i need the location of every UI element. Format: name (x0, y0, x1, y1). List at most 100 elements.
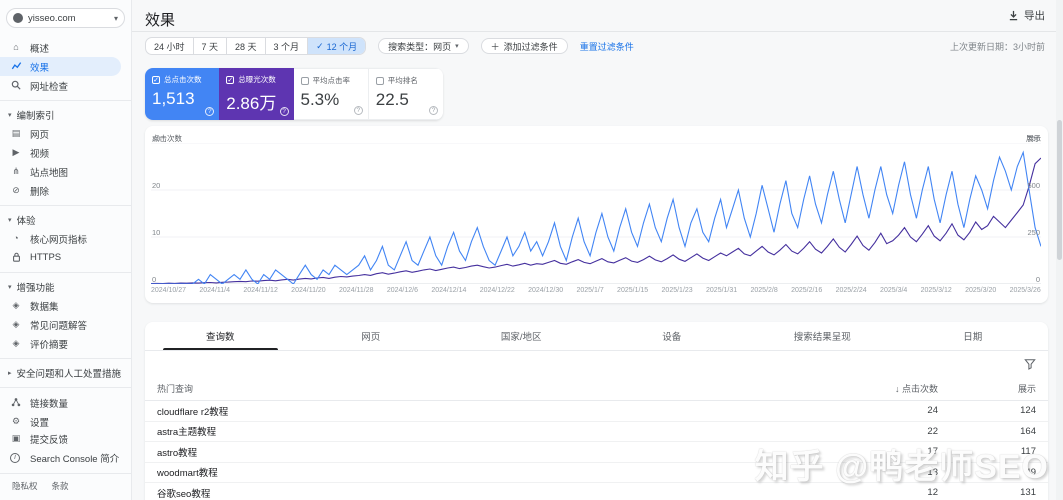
range-24h-chip[interactable]: 24 小时 (146, 38, 194, 54)
impressions-line (151, 157, 1041, 284)
help-icon[interactable]: ? (429, 106, 438, 115)
filter-bar: 24 小时 7 天 28 天 3 个月 ✓ 12 个月 搜索类型：网页 ▾ ＋ … (145, 37, 634, 55)
removal-icon: ⊘ (12, 185, 20, 195)
sidebar-item-settings[interactable]: ⚙ 设置 (11, 416, 50, 429)
sidebar-item-review-snippets[interactable]: ◈ 评价摘要 (0, 334, 131, 353)
dimension-tabs: 查询数 网页 国家/地区 设备 搜索结果呈现 日期 (145, 322, 1048, 351)
range-12m-chip[interactable]: ✓ 12 个月 (308, 38, 366, 54)
table-toolbar (145, 351, 1048, 377)
performance-chart-svg (151, 143, 1041, 284)
left-axis-title: 点击次数 (152, 134, 182, 143)
header-divider (132, 31, 1063, 32)
table-row[interactable]: woodmart教程 13 49 (145, 463, 1048, 483)
table-row[interactable]: astra主题教程 22 164 (145, 422, 1048, 442)
performance-chart-icon (10, 61, 22, 73)
sidebar-item-overview[interactable]: ⌂ 概述 (0, 38, 131, 57)
lock-icon (10, 252, 22, 264)
links-icon (10, 397, 22, 409)
total-clicks-card[interactable]: ✓ 总点击次数 1,513 ? (145, 68, 220, 120)
divider (0, 358, 131, 359)
checkbox-unchecked-icon[interactable] (300, 76, 309, 85)
chevron-down-icon: ▾ (8, 112, 12, 119)
divider (0, 272, 131, 273)
reset-filters-link[interactable]: 重置过滤条件 (579, 41, 634, 52)
checkbox-checked-icon[interactable]: ✓ (152, 75, 160, 84)
help-icon[interactable]: ? (279, 107, 289, 116)
sidebar-section-security-manual-actions[interactable]: ▸ 安全问题和人工处置措施 (8, 369, 122, 380)
sidebar-item-feedback[interactable]: ▣ 提交反馈 (11, 433, 69, 446)
chevron-down-icon: ▾ (113, 13, 118, 23)
scrollbar-thumb[interactable] (1057, 120, 1062, 260)
property-selector[interactable]: yisseo.com ▾ (6, 8, 125, 28)
search-type-chip[interactable]: 搜索类型：网页 ▾ (378, 38, 469, 54)
help-icon[interactable]: ? (353, 106, 363, 115)
export-button[interactable]: 导出 (1008, 8, 1045, 23)
sidebar-item-links[interactable]: 链接数量 (0, 393, 131, 412)
add-filter-chip[interactable]: ＋ 添加过滤条件 (480, 38, 568, 54)
feedback-icon: ▣ (11, 433, 21, 443)
sidebar-item-url-inspection[interactable]: 网址检查 (0, 76, 131, 95)
vertical-scrollbar[interactable] (1056, 0, 1063, 500)
sidebar-section-enhancements[interactable]: ▾ 增强功能 (8, 283, 55, 294)
sidebar-item-about-search-console[interactable]: i Search Console 简介 (0, 448, 131, 467)
zhihu-watermark: 知乎 @鸭老师SEO (754, 448, 1049, 486)
checkbox-checked-icon[interactable]: ✓ (226, 75, 235, 84)
tab-queries[interactable]: 查询数 (145, 322, 296, 350)
sort-desc-icon: ↓ (894, 384, 900, 394)
sidebar: yisseo.com ▾ ⌂ 概述 效果 网址检查 ▾ 编制索引 ▤ 网页 ▶ … (0, 0, 132, 500)
column-header-impressions[interactable]: 展示 (1017, 384, 1036, 394)
sidebar-section-experience[interactable]: ▾ 体验 (8, 216, 36, 227)
tab-pages[interactable]: 网页 (361, 332, 381, 343)
range-28d-chip[interactable]: 28 天 (227, 38, 266, 54)
clicks-line (151, 150, 1041, 284)
sidebar-section-indexing[interactable]: ▾ 编制索引 (8, 111, 55, 122)
site-favicon (13, 13, 23, 23)
table-row[interactable]: 谷歌seo教程 12 131 (145, 483, 1048, 500)
total-impressions-card[interactable]: ✓ 总曝光次数 2.86万 ? (219, 68, 294, 120)
page-icon: ▤ (11, 128, 21, 138)
search-icon (10, 80, 22, 92)
column-header-clicks[interactable]: ↓ 点击次数 (894, 384, 938, 394)
checkbox-unchecked-icon[interactable] (375, 76, 384, 85)
divider (0, 100, 131, 101)
sidebar-item-sitemaps[interactable]: ⋔ 站点地图 (0, 162, 131, 181)
filter-funnel-icon[interactable] (1024, 358, 1036, 370)
dimensions-table-card: 查询数 网页 国家/地区 设备 搜索结果呈现 日期 热门查询 ↓ 点击次数 展示… (145, 322, 1048, 500)
info-icon: i (10, 452, 22, 463)
range-3m-chip[interactable]: 3 个月 (266, 38, 309, 54)
check-icon: ✓ (316, 40, 324, 51)
main-content: 效果 导出 24 小时 7 天 28 天 3 个月 ✓ 12 个月 搜索类型：网… (132, 0, 1063, 500)
sidebar-footer: ▣ 提交反馈 i Search Console 简介 隐私权 条款 (0, 429, 131, 500)
plus-icon: ＋ (490, 41, 500, 52)
total-clicks-value: 1,513 (152, 89, 195, 108)
avg-ctr-card[interactable]: 平均点击率 5.3% ? (293, 68, 368, 120)
sidebar-item-core-web-vitals[interactable]: ◔ 核心网页指标 (0, 229, 131, 248)
chevron-down-icon: ▾ (8, 217, 12, 224)
help-icon[interactable]: ? (205, 107, 215, 116)
enhancement-icon: ◈ (12, 300, 20, 310)
sidebar-item-https[interactable]: HTTPS (0, 248, 131, 267)
sidebar-item-removals[interactable]: ⊘ 删除 (0, 181, 131, 200)
tab-countries[interactable]: 国家/地区 (500, 332, 542, 343)
terms-link[interactable]: 条款 (51, 481, 69, 491)
chart-plot-area[interactable]: 30 20 10 0 750 500 250 0 (151, 134, 1041, 284)
table-row[interactable]: astro教程 17 117 (145, 442, 1048, 463)
chevron-down-icon: ▾ (455, 43, 459, 50)
sidebar-item-datasets[interactable]: ◈ 数据集 (0, 296, 131, 315)
sitemap-icon: ⋔ (12, 166, 20, 176)
sidebar-item-faq[interactable]: ◈ 常见问题解答 (0, 315, 131, 334)
sidebar-item-pages[interactable]: ▤ 网页 (11, 128, 50, 141)
column-header-query[interactable]: 热门查询 (157, 384, 194, 394)
gauge-icon: ◔ (13, 233, 19, 243)
tab-dates[interactable]: 日期 (963, 332, 983, 343)
divider (0, 205, 131, 206)
tab-search-appearance[interactable]: 搜索结果呈现 (793, 332, 851, 343)
range-7d-chip[interactable]: 7 天 (194, 38, 228, 54)
sidebar-item-videos[interactable]: ▶ 视频 (0, 143, 131, 162)
sidebar-item-performance[interactable]: 效果 (0, 57, 121, 76)
avg-position-card[interactable]: 平均排名 22.5 ? (367, 68, 443, 120)
tab-devices[interactable]: 设备 (662, 332, 682, 343)
privacy-link[interactable]: 隐私权 (12, 481, 38, 491)
table-row[interactable]: cloudflare r2教程 24 124 (145, 401, 1048, 422)
